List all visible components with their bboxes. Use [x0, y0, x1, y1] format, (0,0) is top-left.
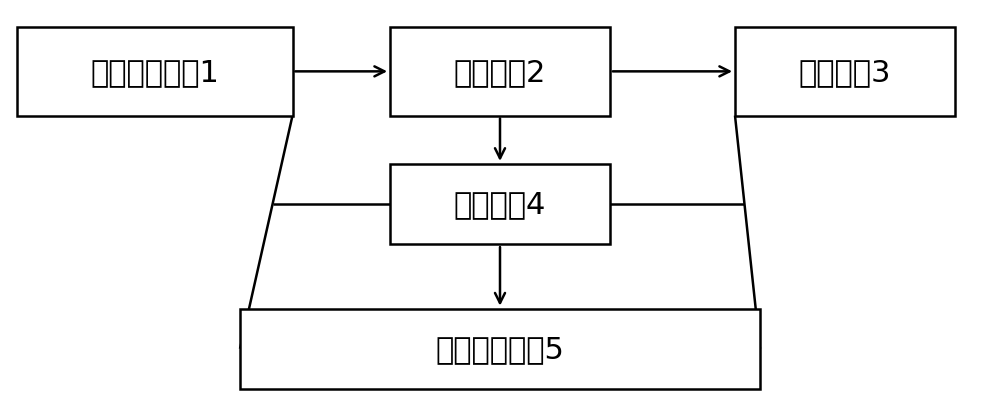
Bar: [390, 164, 610, 245]
Text: 控制显示系统5: 控制显示系统5: [436, 334, 564, 363]
Bar: [17, 28, 292, 116]
Bar: [240, 309, 760, 389]
Text: 样品引入系统1: 样品引入系统1: [91, 58, 219, 87]
Bar: [390, 28, 610, 116]
Text: 检测系统3: 检测系统3: [799, 58, 891, 87]
Text: 激发光源2: 激发光源2: [454, 58, 546, 87]
Text: 供能系统4: 供能系统4: [454, 190, 546, 219]
Bar: [735, 28, 955, 116]
